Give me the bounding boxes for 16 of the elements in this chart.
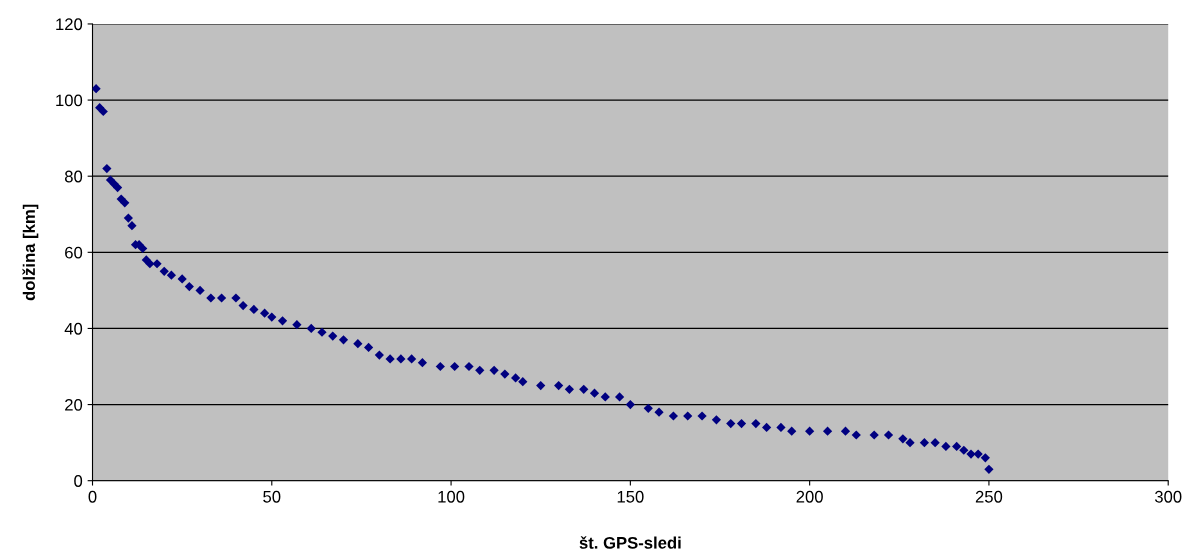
y-tick-label: 40 <box>64 322 83 335</box>
x-tick-label: 50 <box>263 490 281 503</box>
y-tick-label: 80 <box>64 170 83 183</box>
y-tick-label: 0 <box>74 475 83 487</box>
y-axis-title: dolžina [km] <box>22 204 39 301</box>
y-tick-label: 60 <box>65 246 83 259</box>
y-tick-label: 20 <box>65 398 83 411</box>
x-tick-label: 250 <box>975 490 1003 503</box>
x-tick-label: 300 <box>1154 490 1182 503</box>
x-tick-label: 200 <box>796 490 823 503</box>
y-tick-label: 100 <box>56 94 83 107</box>
x-tick-label: 0 <box>88 490 97 503</box>
x-tick-label: 100 <box>438 490 465 503</box>
x-tick-label: 150 <box>617 490 644 503</box>
y-tick-label: 120 <box>56 18 83 31</box>
x-axis-title: št. GPS-sledi <box>579 536 681 549</box>
